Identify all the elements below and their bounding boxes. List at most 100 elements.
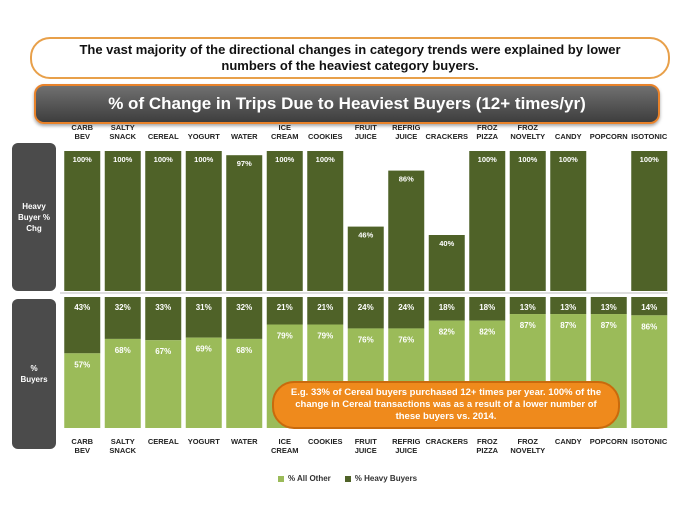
heavy-share-bar-popcorn (590, 297, 627, 315)
heavy-share-label-froz-pizza: 18% (479, 303, 495, 312)
heavy-share-bar-cereal (145, 297, 182, 341)
bottom-category-label-carb-bev: CARB BEV (71, 437, 93, 455)
all-other-share-label-cookies: 79% (317, 332, 333, 341)
all-other-share-bar-isotonic (631, 315, 668, 428)
heavy-chg-bar-ice-cream (266, 151, 303, 291)
bottom-category-label-fruit-juice: FRUIT JUICE (355, 437, 377, 455)
heavy-chg-bar-froz-novelty (509, 151, 546, 291)
heavy-chg-bar-carb-bev (64, 151, 101, 291)
cereal-example-note: E.g. 33% of Cereal buyers purchased 12+ … (272, 381, 620, 429)
heavy-share-bar-carb-bev (64, 297, 101, 354)
row-label-heavy-buyer-chg: Heavy Buyer % Chg (12, 143, 56, 291)
heavy-share-label-ice-cream: 21% (277, 303, 293, 312)
heavy-share-label-froz-novelty: 13% (520, 303, 536, 312)
heavy-chg-label-water: 97% (237, 159, 252, 168)
row-label-heavy-buyer-chg-text: Heavy Buyer % Chg (17, 201, 50, 233)
top-category-label-refrig-juice: REFRIG JUICE (392, 123, 421, 141)
row-label-buyers: % Buyers (12, 299, 56, 449)
all-other-share-label-cereal: 67% (155, 347, 171, 356)
heavy-chg-label-refrig-juice: 86% (399, 175, 414, 184)
legend-label-all-other: % All Other (287, 474, 331, 483)
all-other-share-bar-salty-snack (104, 338, 141, 428)
heavy-share-bar-cookies (307, 297, 344, 325)
heavy-chg-bar-isotonic (631, 151, 668, 291)
heavy-share-label-salty-snack: 32% (115, 303, 131, 312)
summary-callout: The vast majority of the directional cha… (30, 37, 670, 79)
heavy-share-bar-water (226, 297, 263, 339)
legend-item-heavy-buyers: % Heavy Buyers (344, 474, 418, 483)
legend-label-heavy-buyers: % Heavy Buyers (354, 474, 418, 483)
row-label-buyers-text: % Buyers (20, 364, 48, 384)
bottom-category-label-froz-pizza: FROZ PIZZA (476, 437, 498, 455)
bottom-category-label-froz-novelty: FROZ NOVELTY (510, 437, 545, 455)
bottom-category-label-cookies: COOKIES (308, 437, 343, 446)
bottom-category-label-candy: CANDY (555, 437, 582, 446)
heavy-share-bar-refrig-juice (388, 297, 425, 329)
heavy-share-label-fruit-juice: 24% (358, 303, 374, 312)
all-other-share-label-refrig-juice: 76% (398, 335, 414, 344)
chart-title-banner: % of Change in Trips Due to Heaviest Buy… (34, 84, 660, 124)
top-category-label-carb-bev: CARB BEV (71, 123, 93, 141)
heavy-share-bar-froz-novelty (509, 297, 546, 315)
all-other-share-label-crackers: 82% (439, 328, 455, 337)
summary-callout-text: The vast majority of the directional cha… (79, 42, 621, 73)
heavy-share-label-cookies: 21% (317, 303, 333, 312)
heavy-chg-label-ice-cream: 100% (275, 155, 295, 164)
chart-title: % of Change in Trips Due to Heaviest Buy… (108, 94, 586, 113)
all-other-share-label-salty-snack: 68% (115, 346, 131, 355)
heavy-share-bar-salty-snack (104, 297, 141, 339)
heavy-share-label-candy: 13% (560, 303, 576, 312)
top-category-label-yogurt: YOGURT (188, 132, 221, 141)
heavy-chg-bar-candy (550, 151, 587, 291)
heavy-chg-bar-salty-snack (104, 151, 141, 291)
all-other-share-label-isotonic: 86% (641, 322, 657, 331)
heavy-chg-bar-crackers (428, 235, 465, 291)
all-other-share-bar-carb-bev (64, 353, 101, 428)
heavy-share-bar-yogurt (185, 297, 222, 338)
all-other-share-label-candy: 87% (560, 321, 576, 330)
bottom-category-label-popcorn: POPCORN (590, 437, 628, 446)
top-category-label-candy: CANDY (555, 132, 582, 141)
heavy-chg-bar-yogurt (185, 151, 222, 291)
heavy-chg-label-cereal: 100% (154, 155, 174, 164)
top-category-label-fruit-juice: FRUIT JUICE (355, 123, 377, 141)
heavy-share-bar-fruit-juice (347, 297, 384, 329)
heavy-share-bar-candy (550, 297, 587, 315)
heavy-share-label-yogurt: 31% (196, 303, 212, 312)
bottom-category-label-yogurt: YOGURT (188, 437, 221, 446)
heavy-chg-bar-refrig-juice (388, 170, 425, 291)
heavy-share-label-carb-bev: 43% (74, 303, 90, 312)
all-other-share-label-froz-pizza: 82% (479, 328, 495, 337)
heavy-chg-label-carb-bev: 100% (73, 155, 93, 164)
bottom-category-label-isotonic: ISOTONIC (631, 437, 668, 446)
bottom-category-label-crackers: CRACKERS (425, 437, 468, 446)
bottom-category-label-salty-snack: SALTY SNACK (109, 437, 136, 455)
all-other-share-label-fruit-juice: 76% (358, 335, 374, 344)
heavy-chg-bar-fruit-juice (347, 226, 384, 291)
all-other-share-label-yogurt: 69% (196, 345, 212, 354)
heavy-chg-label-fruit-juice: 46% (358, 231, 373, 240)
heavy-share-label-water: 32% (236, 303, 252, 312)
heavy-chg-label-candy: 100% (559, 155, 579, 164)
heavy-chg-label-froz-novelty: 100% (518, 155, 538, 164)
heavy-chg-label-isotonic: 100% (640, 155, 660, 164)
top-category-label-isotonic: ISOTONIC (631, 132, 668, 141)
heavy-share-label-cereal: 33% (155, 303, 171, 312)
heavy-chg-label-crackers: 40% (439, 239, 454, 248)
heavy-chg-label-salty-snack: 100% (113, 155, 133, 164)
cereal-example-note-text: E.g. 33% of Cereal buyers purchased 12+ … (290, 387, 602, 422)
top-category-label-ice-cream: ICE CREAM (271, 123, 299, 141)
top-category-label-cookies: COOKIES (308, 132, 343, 141)
all-other-share-label-carb-bev: 57% (74, 360, 90, 369)
heavy-share-label-popcorn: 13% (601, 303, 617, 312)
legend-item-all-other: % All Other (277, 474, 331, 483)
heavy-chg-label-yogurt: 100% (194, 155, 214, 164)
heavy-share-bar-crackers (428, 297, 465, 321)
top-category-label-popcorn: POPCORN (590, 132, 628, 141)
heavy-chg-bar-froz-pizza (469, 151, 506, 291)
heavy-share-label-isotonic: 14% (641, 303, 657, 312)
all-other-share-label-water: 68% (236, 346, 252, 355)
chart-legend: % All Other % Heavy Buyers (0, 474, 695, 483)
all-other-share-bar-yogurt (185, 337, 222, 428)
